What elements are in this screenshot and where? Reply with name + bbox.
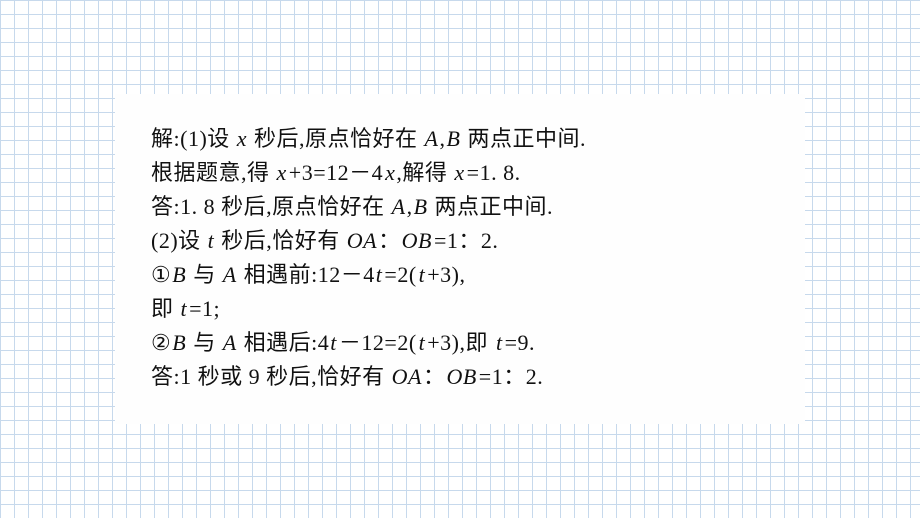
- text: 相遇后:4: [238, 330, 330, 355]
- var-OB: OB: [445, 364, 477, 389]
- line-6: 即 t=1;: [151, 292, 769, 326]
- var-x: x: [453, 160, 465, 185]
- expr: =2(: [383, 262, 417, 287]
- var-A: A: [424, 126, 440, 151]
- text: 与: [187, 262, 222, 287]
- line-3: 答:1. 8 秒后,原点恰好在 A,B 两点正中间.: [151, 190, 769, 224]
- colon: ：: [378, 228, 401, 253]
- var-x: x: [276, 160, 288, 185]
- text: (2)设: [151, 228, 207, 253]
- var-OA: OA: [346, 228, 378, 253]
- line-2: 根据题意,得 x+3=12－4x,解得 x=1. 8.: [151, 156, 769, 190]
- text: 两点正中间.: [461, 126, 586, 151]
- var-t: t: [495, 330, 504, 355]
- text: 与: [187, 330, 222, 355]
- var-B: B: [413, 194, 429, 219]
- value: =1;: [188, 296, 221, 321]
- var-A: A: [391, 194, 407, 219]
- line-4: (2)设 t 秒后,恰好有 OA：OB=1：2.: [151, 224, 769, 258]
- line-8: 答:1 秒或 9 秒后,恰好有 OA：OB=1：2.: [151, 360, 769, 394]
- value: =1. 8.: [466, 160, 522, 185]
- comma: ,: [407, 194, 413, 219]
- text: 相遇前:12－4: [238, 262, 375, 287]
- text: 答:1 秒或 9 秒后,恰好有: [151, 364, 391, 389]
- var-A: A: [222, 262, 238, 287]
- var-A: A: [222, 330, 238, 355]
- text: ,解得: [396, 160, 453, 185]
- ratio: =1：2.: [433, 228, 499, 253]
- text: 答:1. 8 秒后,原点恰好在: [151, 194, 391, 219]
- var-B: B: [446, 126, 462, 151]
- var-OB: OB: [401, 228, 433, 253]
- text: 两点正中间.: [429, 194, 554, 219]
- expr: +3),即: [426, 330, 495, 355]
- text: 秒后,原点恰好在: [248, 126, 424, 151]
- var-OA: OA: [391, 364, 423, 389]
- ratio: =1：2.: [478, 364, 544, 389]
- text: 根据题意,得: [151, 160, 276, 185]
- line-7: ②B 与 A 相遇后:4t－12=2(t+3),即 t=9.: [151, 326, 769, 360]
- var-t: t: [418, 330, 427, 355]
- var-x: x: [236, 126, 248, 151]
- line-1: 解:(1)设 x 秒后,原点恰好在 A,B 两点正中间.: [151, 122, 769, 156]
- var-t: t: [329, 330, 338, 355]
- comma: ,: [440, 126, 446, 151]
- expr: －12=2(: [338, 330, 418, 355]
- var-t: t: [418, 262, 427, 287]
- text: 秒后,恰好有: [215, 228, 346, 253]
- solution-panel: 解:(1)设 x 秒后,原点恰好在 A,B 两点正中间. 根据题意,得 x+3=…: [115, 94, 805, 425]
- text: 即: [151, 296, 180, 321]
- var-t: t: [207, 228, 216, 253]
- expr: +3),: [426, 262, 466, 287]
- colon: ：: [423, 364, 446, 389]
- text: 解:(1)设: [151, 126, 236, 151]
- var-B: B: [171, 262, 187, 287]
- value: =9.: [504, 330, 536, 355]
- var-x: x: [384, 160, 396, 185]
- var-t: t: [180, 296, 189, 321]
- circled-1: ①: [151, 258, 171, 292]
- var-B: B: [171, 330, 187, 355]
- circled-2: ②: [151, 326, 171, 360]
- line-5: ①B 与 A 相遇前:12－4t=2(t+3),: [151, 258, 769, 292]
- expr: +3=12－4: [288, 160, 384, 185]
